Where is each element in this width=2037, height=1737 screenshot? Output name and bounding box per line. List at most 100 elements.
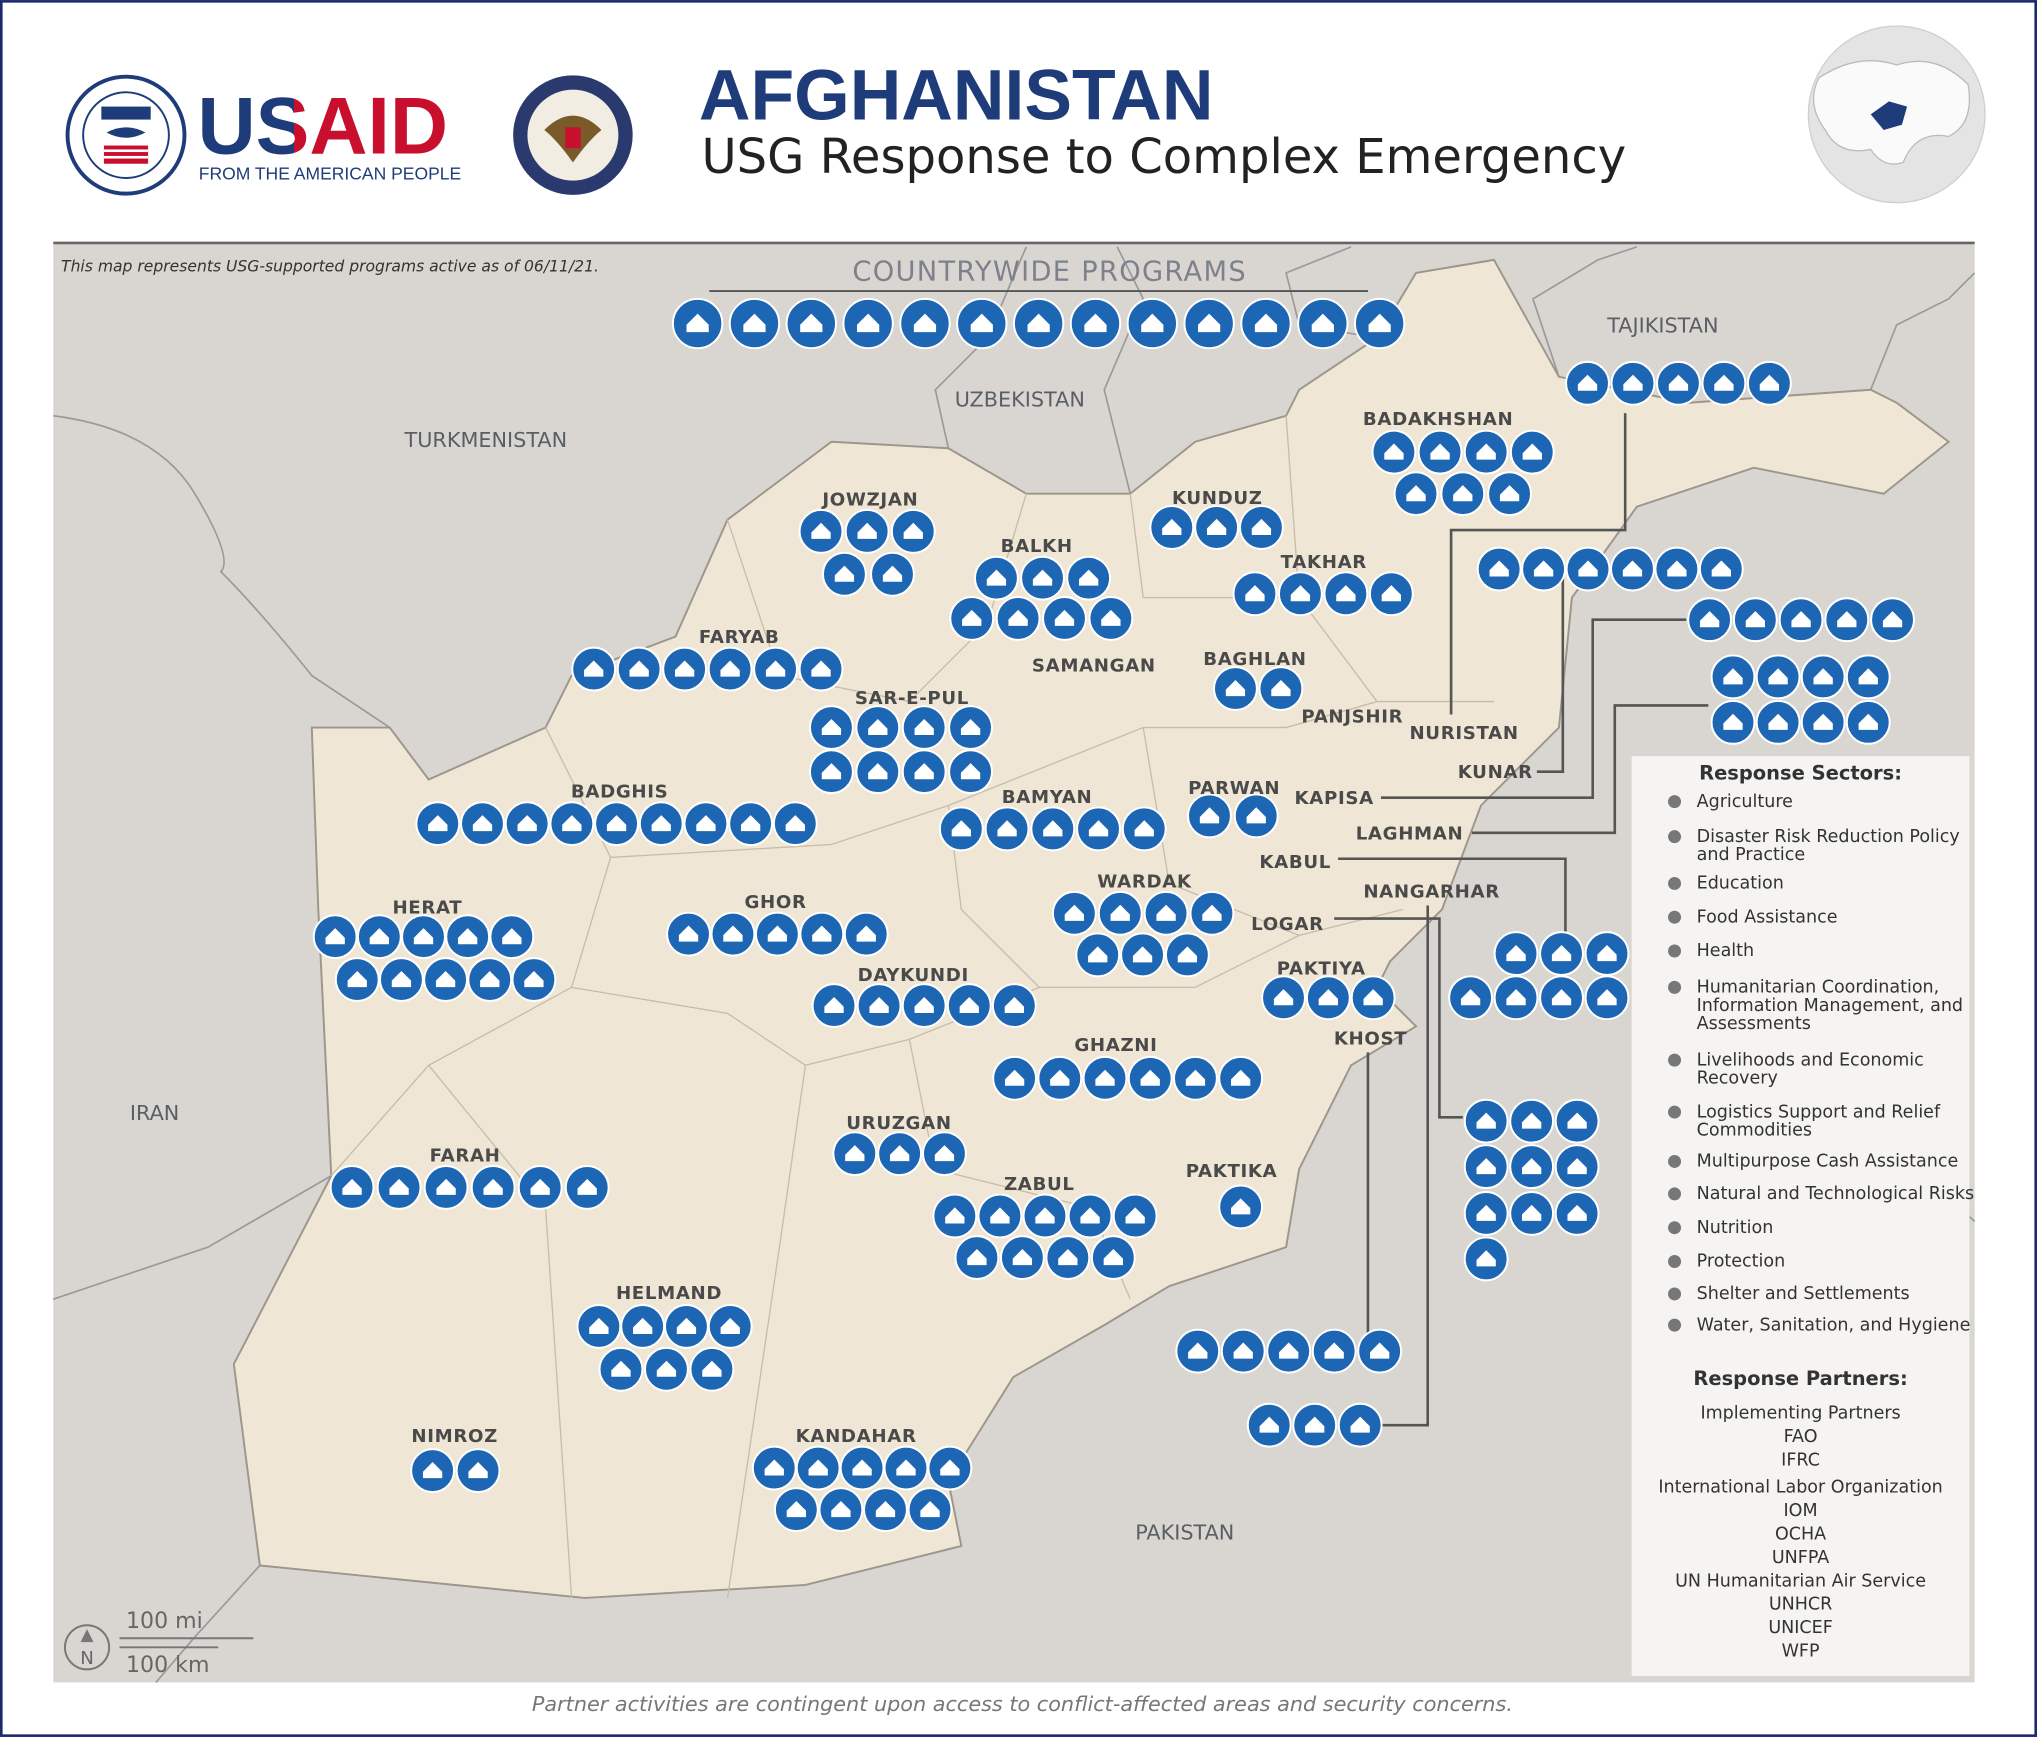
sector-glyph <box>1406 485 1426 502</box>
legend-sector: Food Assistance <box>1697 907 1838 927</box>
sector-glyph <box>1350 1416 1370 1433</box>
legend-icon <box>1668 1287 1682 1301</box>
legend-icon <box>1668 1318 1682 1332</box>
subtitle: USG Response to Complex Emergency <box>702 129 1627 185</box>
sector-glyph <box>875 1501 896 1518</box>
legend-sector: Protection <box>1697 1252 1786 1272</box>
sector-glyph <box>422 1462 443 1479</box>
legend-sector: Commodities <box>1697 1120 1812 1140</box>
province-label: URUZGAN <box>846 1113 951 1134</box>
sector-glyph <box>606 815 627 832</box>
legend-sector: Agriculture <box>1697 792 1793 812</box>
sector-glyph <box>1233 1342 1253 1359</box>
sector-glyph <box>1336 585 1356 602</box>
legend-icon <box>1668 1254 1682 1268</box>
province-label: NURISTAN <box>1409 723 1518 744</box>
sector-glyph <box>1246 807 1266 824</box>
sector-glyph <box>808 1459 828 1476</box>
sector-glyph <box>1035 1207 1055 1224</box>
province-label: HERAT <box>392 897 462 918</box>
sector-glyph <box>990 1207 1010 1224</box>
sector-glyph <box>720 1317 740 1334</box>
legend-icon <box>1668 910 1682 924</box>
usaid-wordmark: USAID <box>197 81 448 171</box>
province-label: NANGARHAR <box>1363 882 1500 903</box>
north-arrow: N <box>80 1648 94 1669</box>
province-label: GHAZNI <box>1074 1035 1157 1056</box>
sector-glyph <box>1198 313 1221 333</box>
legend-icon <box>1668 1187 1682 1201</box>
province-label: BALKH <box>1001 536 1073 557</box>
sector-glyph <box>517 815 537 832</box>
sector-glyph <box>1058 1249 1078 1266</box>
sector-glyph <box>342 1178 362 1195</box>
sector-glyph <box>702 1360 722 1377</box>
sector-glyph <box>1522 1204 1542 1221</box>
usaid-tagline: FROM THE AMERICAN PEOPLE <box>199 163 461 183</box>
sector-glyph <box>1103 1249 1123 1266</box>
sector-glyph <box>811 522 831 539</box>
sector-glyph <box>1476 443 1496 460</box>
sector-glyph <box>852 1459 872 1476</box>
sector-glyph <box>413 928 434 945</box>
province-label: PARWAN <box>1188 778 1280 799</box>
sector-glyph <box>1251 518 1272 535</box>
legend-icon <box>1668 830 1682 844</box>
sector-glyph <box>1551 945 1572 962</box>
legend-sector: Multipurpose Cash Assistance <box>1697 1152 1959 1172</box>
sector-glyph <box>1858 668 1878 685</box>
sector-glyph <box>678 925 699 942</box>
sector-glyph <box>1597 989 1617 1006</box>
legend-sector: Shelter and Settlements <box>1697 1284 1910 1304</box>
sector-glyph <box>656 1360 677 1377</box>
province-label: FARYAB <box>699 627 780 648</box>
sector-glyph <box>577 1178 597 1195</box>
province-label: PAKTIKA <box>1186 1161 1278 1182</box>
sector-glyph <box>428 815 448 832</box>
sector-glyph <box>1577 374 1598 391</box>
sector-glyph <box>1254 313 1278 333</box>
sector-glyph <box>502 928 522 945</box>
sector-glyph <box>1027 313 1050 333</box>
sector-glyph <box>1043 820 1063 837</box>
sector-glyph <box>914 718 934 736</box>
province-label: HELMAND <box>616 1283 722 1304</box>
sector-glyph <box>686 313 709 333</box>
sector-glyph <box>869 996 889 1014</box>
sector-glyph <box>480 970 500 988</box>
sector-glyph <box>845 1145 865 1162</box>
legend-sector: Humanitarian Coordination, <box>1697 978 1940 998</box>
sector-glyph <box>857 313 880 333</box>
sector-glyph <box>812 925 832 942</box>
sector-glyph <box>1745 611 1765 628</box>
province-label: KABUL <box>1259 852 1331 873</box>
province-label: KAPISA <box>1295 788 1374 809</box>
sector-glyph <box>1476 1204 1496 1221</box>
legend-sector: Health <box>1697 941 1755 961</box>
sector-glyph <box>1095 1069 1115 1086</box>
sector-glyph <box>951 820 971 837</box>
sector-glyph <box>1199 807 1220 824</box>
province-label: ZABUL <box>1004 1174 1075 1195</box>
sector-glyph <box>857 522 877 539</box>
legend-box <box>1631 756 1970 1676</box>
sector-glyph <box>1064 904 1085 921</box>
scale-miles: 100 mi <box>126 1609 203 1634</box>
legend-partner: UN Humanitarian Air Service <box>1675 1571 1926 1591</box>
sector-glyph <box>765 660 786 677</box>
legend-sector: Logistics Support and Relief <box>1697 1102 1941 1122</box>
sector-glyph <box>629 660 649 677</box>
legend-partner: Implementing Partners <box>1700 1404 1900 1424</box>
legend-sector: Recovery <box>1697 1069 1778 1089</box>
sector-glyph <box>1813 713 1833 730</box>
legend-icon <box>1668 1221 1682 1235</box>
province-label: SAMANGAN <box>1032 656 1156 677</box>
legend-sector: Assessments <box>1697 1014 1811 1034</box>
sector-glyph <box>1533 560 1554 577</box>
sector-glyph <box>1768 668 1788 685</box>
sector-glyph <box>584 660 604 677</box>
sector-glyph <box>903 522 923 539</box>
sector-glyph <box>723 925 743 942</box>
sector-glyph <box>1231 1069 1251 1086</box>
